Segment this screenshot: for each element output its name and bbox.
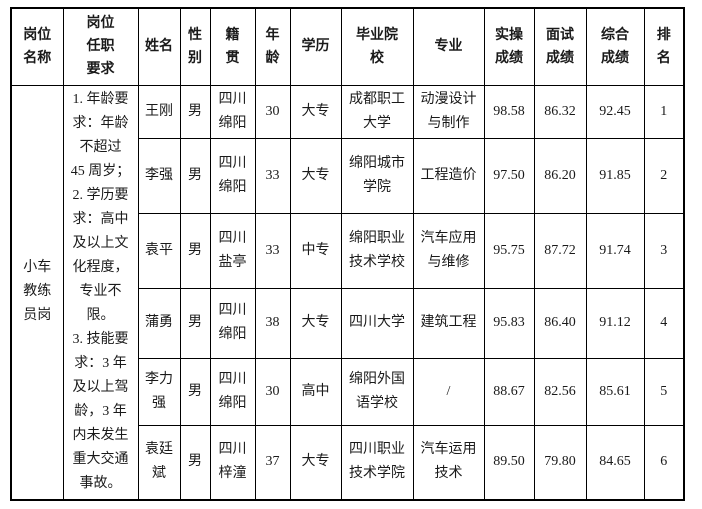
cell-name: 李力强 bbox=[137, 357, 181, 426]
cell-name: 蒲勇 bbox=[137, 287, 181, 359]
cell-gender: 男 bbox=[179, 424, 211, 501]
header-requirements: 岗位 任职 要求 bbox=[62, 7, 139, 86]
cell-education: 大专 bbox=[289, 137, 342, 214]
cell-overall: 92.45 bbox=[585, 84, 645, 139]
cell-hometown: 四川 绵阳 bbox=[209, 84, 256, 139]
cell-hometown: 四川 梓潼 bbox=[209, 424, 256, 501]
cell-school: 四川大学 bbox=[340, 287, 414, 359]
table-row: 李力强 男 四川 绵阳 30 高中 绵阳外国 语学校 / 88.67 82.56… bbox=[11, 357, 685, 426]
cell-name: 李强 bbox=[137, 137, 181, 214]
cell-hometown: 四川 绵阳 bbox=[209, 357, 256, 426]
cell-interview: 86.20 bbox=[533, 137, 587, 214]
cell-practical: 95.83 bbox=[483, 287, 535, 359]
cell-school: 成都职工 大学 bbox=[340, 84, 414, 139]
header-school: 毕业院 校 bbox=[340, 7, 414, 86]
header-row: 岗位 名称 岗位 任职 要求 姓名 性 别 籍 贯 年 龄 学历 毕业院 校 专… bbox=[10, 7, 685, 86]
cell-age: 37 bbox=[254, 424, 291, 501]
cell-age: 33 bbox=[254, 137, 291, 214]
cell-major: 汽车应用 与维修 bbox=[412, 212, 485, 289]
cell-rank: 2 bbox=[643, 137, 685, 214]
table-row: 袁廷斌 男 四川 梓潼 37 大专 四川职业 技术学院 汽车运用 技术 89.5… bbox=[11, 424, 685, 501]
cell-name: 袁平 bbox=[137, 212, 181, 289]
cell-school: 绵阳职业 技术学校 bbox=[340, 212, 414, 289]
cell-age: 38 bbox=[254, 287, 291, 359]
header-overall-score: 综合 成绩 bbox=[585, 7, 645, 86]
cell-overall: 85.61 bbox=[585, 357, 645, 426]
cell-rank: 5 bbox=[643, 357, 685, 426]
cell-school: 绵阳城市 学院 bbox=[340, 137, 414, 214]
cell-interview: 86.32 bbox=[533, 84, 587, 139]
cell-overall: 91.12 bbox=[585, 287, 645, 359]
cell-hometown: 四川 绵阳 bbox=[209, 287, 256, 359]
cell-practical: 97.50 bbox=[483, 137, 535, 214]
cell-gender: 男 bbox=[179, 287, 211, 359]
header-rank: 排 名 bbox=[643, 7, 685, 86]
cell-practical: 88.67 bbox=[483, 357, 535, 426]
cell-education: 大专 bbox=[289, 424, 342, 501]
cell-practical: 89.50 bbox=[483, 424, 535, 501]
table-row: 李强 男 四川 绵阳 33 大专 绵阳城市 学院 工程造价 97.50 86.2… bbox=[11, 137, 685, 214]
cell-interview: 87.72 bbox=[533, 212, 587, 289]
table-row: 蒲勇 男 四川 绵阳 38 大专 四川大学 建筑工程 95.83 86.40 9… bbox=[11, 287, 685, 359]
document-page: 岗位 名称 岗位 任职 要求 姓名 性 别 籍 贯 年 龄 学历 毕业院 校 专… bbox=[10, 7, 685, 501]
header-gender: 性 别 bbox=[179, 7, 211, 86]
cell-age: 33 bbox=[254, 212, 291, 289]
cell-name: 王刚 bbox=[137, 84, 181, 139]
cell-major: 动漫设计 与制作 bbox=[412, 84, 485, 139]
cell-interview: 82.56 bbox=[533, 357, 587, 426]
header-name: 姓名 bbox=[137, 7, 181, 86]
header-interview-score: 面试 成绩 bbox=[533, 7, 587, 86]
table-row: 袁平 男 四川 盐亭 33 中专 绵阳职业 技术学校 汽车应用 与维修 95.7… bbox=[11, 212, 685, 289]
cell-overall: 84.65 bbox=[585, 424, 645, 501]
cell-major: 汽车运用 技术 bbox=[412, 424, 485, 501]
cell-name: 袁廷斌 bbox=[137, 424, 181, 501]
recruitment-results-table: 岗位 名称 岗位 任职 要求 姓名 性 别 籍 贯 年 龄 学历 毕业院 校 专… bbox=[10, 7, 685, 501]
cell-rank: 3 bbox=[643, 212, 685, 289]
header-practical-score: 实操 成绩 bbox=[483, 7, 535, 86]
cell-school: 绵阳外国 语学校 bbox=[340, 357, 414, 426]
cell-education: 大专 bbox=[289, 84, 342, 139]
cell-practical: 98.58 bbox=[483, 84, 535, 139]
header-education: 学历 bbox=[289, 7, 342, 86]
cell-rank: 6 bbox=[643, 424, 685, 501]
cell-age: 30 bbox=[254, 357, 291, 426]
cell-major: / bbox=[412, 357, 485, 426]
cell-hometown: 四川 盐亭 bbox=[209, 212, 256, 289]
cell-overall: 91.74 bbox=[585, 212, 645, 289]
header-hometown: 籍 贯 bbox=[209, 7, 256, 86]
cell-gender: 男 bbox=[179, 357, 211, 426]
cell-rank: 4 bbox=[643, 287, 685, 359]
header-position-name: 岗位 名称 bbox=[10, 7, 64, 86]
cell-interview: 79.80 bbox=[533, 424, 587, 501]
table-row: 小车 教练 员岗 1. 年龄要 求：年龄 不超过 45 周岁； 2. 学历要 求… bbox=[10, 84, 685, 501]
cell-major: 建筑工程 bbox=[412, 287, 485, 359]
cell-overall: 91.85 bbox=[585, 137, 645, 214]
cell-interview: 86.40 bbox=[533, 287, 587, 359]
cell-rank: 1 bbox=[643, 84, 685, 139]
position-name-cell: 小车 教练 员岗 bbox=[10, 84, 64, 501]
cell-gender: 男 bbox=[179, 212, 211, 289]
cell-education: 中专 bbox=[289, 212, 342, 289]
cell-gender: 男 bbox=[179, 84, 211, 139]
cell-gender: 男 bbox=[179, 137, 211, 214]
cell-hometown: 四川 绵阳 bbox=[209, 137, 256, 214]
cell-practical: 95.75 bbox=[483, 212, 535, 289]
cell-age: 30 bbox=[254, 84, 291, 139]
cell-school: 四川职业 技术学院 bbox=[340, 424, 414, 501]
cell-education: 高中 bbox=[289, 357, 342, 426]
cell-major: 工程造价 bbox=[412, 137, 485, 214]
header-major: 专业 bbox=[412, 7, 485, 86]
cell-education: 大专 bbox=[289, 287, 342, 359]
requirements-cell: 1. 年龄要 求：年龄 不超过 45 周岁； 2. 学历要 求：高中 及以上文 … bbox=[62, 84, 139, 501]
header-age: 年 龄 bbox=[254, 7, 291, 86]
